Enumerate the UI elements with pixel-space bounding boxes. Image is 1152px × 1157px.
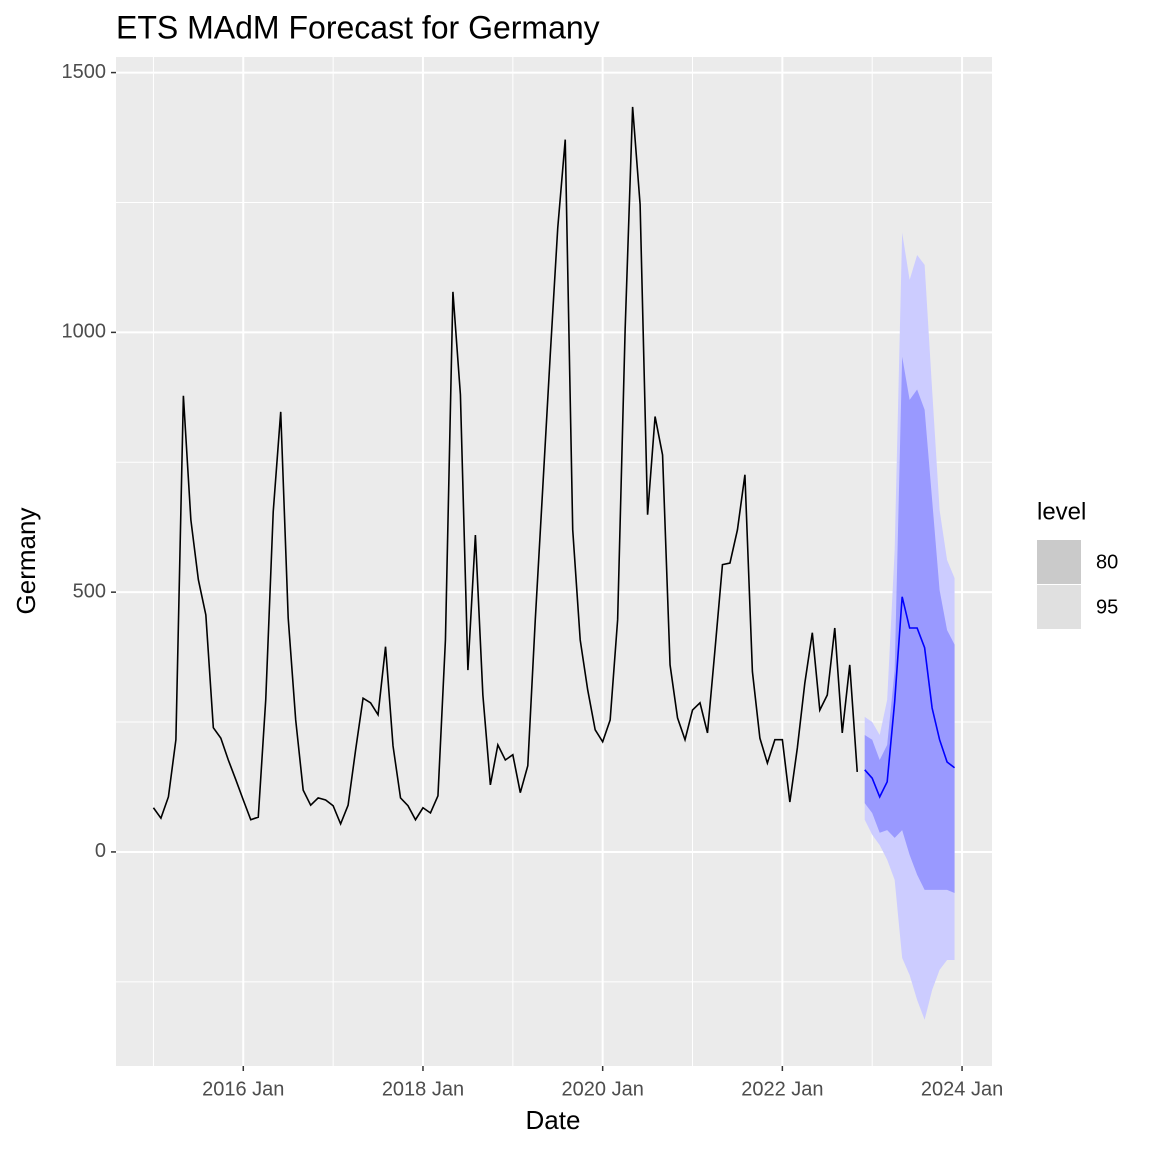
forecast-mean [864,596,956,799]
x-tick-label: 2020 Jan [562,1078,644,1100]
legend-label: 80 [1096,551,1118,573]
y-tick-label: 500 [73,580,106,602]
legend-title: level [1037,498,1086,525]
y-tick-label: 0 [95,840,106,862]
x-tick-label: 2022 Jan [741,1078,823,1100]
legend-key [1037,585,1081,629]
x-tick-label: 2018 Jan [382,1078,464,1100]
data-line [152,106,859,827]
x-axis-title: Date [526,1105,581,1135]
marks [152,106,956,1020]
x-tick-label: 2024 Jan [921,1078,1003,1100]
legend-key [1037,540,1081,584]
grid [116,57,992,1066]
panel [116,57,992,1066]
chart-title: ETS MAdM Forecast for Germany [116,9,600,45]
legend-label: 95 [1096,596,1118,618]
legend: 95 80 [1037,540,1118,629]
y-axis-title: Germany [11,508,41,615]
y-tick-label: 1000 [62,321,107,343]
x-tick-label: 2016 Jan [202,1078,284,1100]
y-tick-label: 1500 [62,61,107,83]
